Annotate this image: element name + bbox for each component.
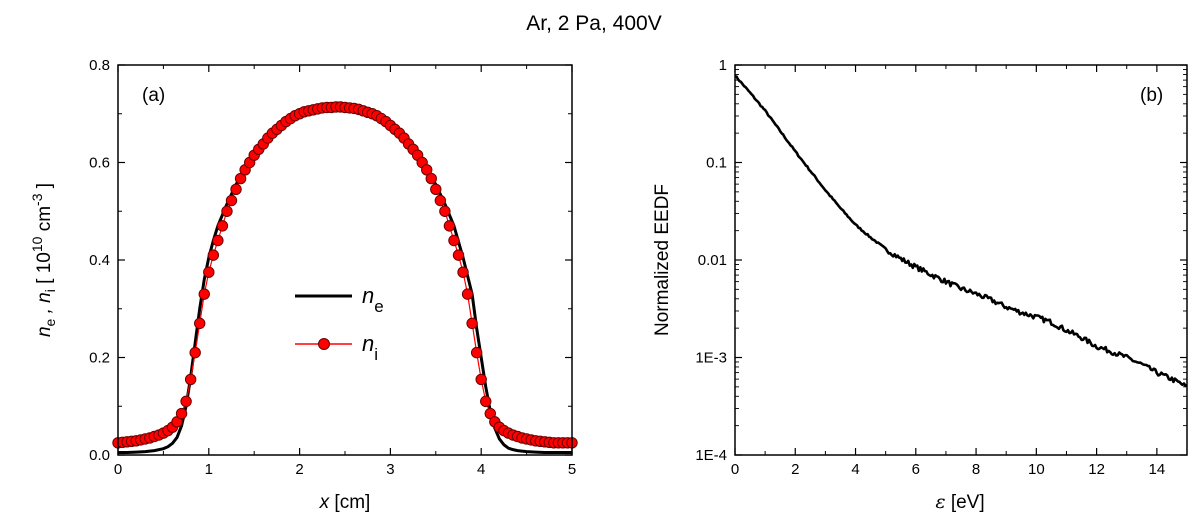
series-ni bbox=[112, 101, 578, 449]
ni-point bbox=[180, 395, 192, 408]
x-tick-label-b: 12 bbox=[1088, 461, 1105, 478]
legend-a: ne ni bbox=[295, 283, 384, 364]
plot-frame-b bbox=[734, 64, 1188, 456]
ni-point bbox=[443, 220, 456, 232]
ni-point bbox=[203, 266, 215, 278]
x-tick-label-a: 1 bbox=[205, 461, 213, 478]
y-axis-label-b: Normalized EEDF bbox=[652, 184, 673, 336]
y-tick-label-b: 1E-3 bbox=[695, 350, 727, 367]
ni-point bbox=[225, 194, 238, 207]
ni-point bbox=[207, 249, 220, 261]
ni-point bbox=[480, 395, 492, 408]
y-tick-label-a: 0.0 bbox=[89, 447, 110, 464]
ni-point bbox=[461, 288, 474, 300]
y-tick-label-a: 0.2 bbox=[89, 350, 110, 367]
ni-point bbox=[198, 288, 210, 300]
ni-point bbox=[189, 346, 201, 359]
y-tick-label-b: 1E-4 bbox=[695, 447, 727, 464]
ni-point bbox=[221, 205, 233, 217]
y-tick-label-b: 0.01 bbox=[698, 252, 727, 269]
panel-label-a: (a) bbox=[142, 85, 165, 106]
x-axis-label-b: ε [eV] bbox=[935, 491, 984, 513]
x-tick-label-b: 10 bbox=[1028, 461, 1045, 478]
ni-point bbox=[212, 234, 224, 247]
ni-point bbox=[439, 205, 451, 217]
x-tick-label-b: 0 bbox=[731, 461, 739, 478]
x-tick-label-b: 2 bbox=[791, 461, 799, 478]
y-tick-label-b: 0.1 bbox=[706, 155, 727, 172]
ni-point bbox=[184, 373, 197, 386]
ni-point bbox=[234, 172, 247, 185]
ni-line bbox=[117, 106, 572, 444]
ni-point bbox=[457, 266, 469, 278]
ni-point bbox=[475, 373, 487, 386]
ni-point bbox=[448, 234, 460, 247]
legend-label-ne: ne bbox=[362, 283, 384, 316]
ni-point bbox=[470, 346, 483, 359]
ni-point bbox=[425, 172, 437, 185]
x-tick-label-a: 2 bbox=[295, 461, 303, 478]
y-tick-label-a: 0.6 bbox=[89, 155, 110, 172]
ni-point bbox=[194, 317, 206, 330]
y-tick-label-a: 0.8 bbox=[89, 57, 110, 74]
figure-title: Ar, 2 Pa, 400V bbox=[526, 12, 661, 35]
panel-label-b: (b) bbox=[1140, 85, 1163, 106]
x-tick-label-a: 3 bbox=[386, 461, 394, 478]
x-tick-label-a: 5 bbox=[568, 461, 576, 478]
ni-point bbox=[175, 407, 188, 420]
x-tick-label-b: 6 bbox=[912, 461, 920, 478]
series-eedf bbox=[734, 75, 1188, 388]
x-tick-label-b: 14 bbox=[1149, 461, 1166, 478]
ni-point bbox=[430, 183, 442, 196]
ni-point bbox=[452, 249, 465, 261]
panel-a: 0 1 2 3 4 5 0.0 0.2 0.4 0.6 0.8 (a) ne ni x [cm] n… bbox=[29, 57, 578, 513]
ni-point bbox=[230, 183, 242, 196]
panel-b: 0 2 4 6 8 10 12 14 1E-4 1E-3 0.01 0.1 1 (b) ε [eV] N… bbox=[652, 57, 1188, 513]
x-tick-label-a: 4 bbox=[477, 461, 485, 478]
x-tick-label-a: 0 bbox=[114, 461, 122, 478]
y-axis-label-a: ne , ni [ 1010 cm-3 ] bbox=[29, 183, 58, 337]
ni-point bbox=[466, 317, 478, 330]
y-tick-label-b: 1 bbox=[719, 57, 727, 74]
x-tick-label-b: 8 bbox=[972, 461, 980, 478]
x-axis-label-a: x [cm] bbox=[319, 492, 371, 513]
ni-point bbox=[434, 194, 447, 207]
legend-label-ni: ni bbox=[362, 331, 378, 364]
ni-point bbox=[216, 220, 229, 232]
eedf-line bbox=[734, 75, 1188, 388]
legend-marker-ni bbox=[318, 338, 330, 350]
x-tick-label-b: 4 bbox=[851, 461, 859, 478]
ni-point bbox=[421, 164, 433, 176]
y-tick-label-a: 0.4 bbox=[89, 252, 110, 269]
